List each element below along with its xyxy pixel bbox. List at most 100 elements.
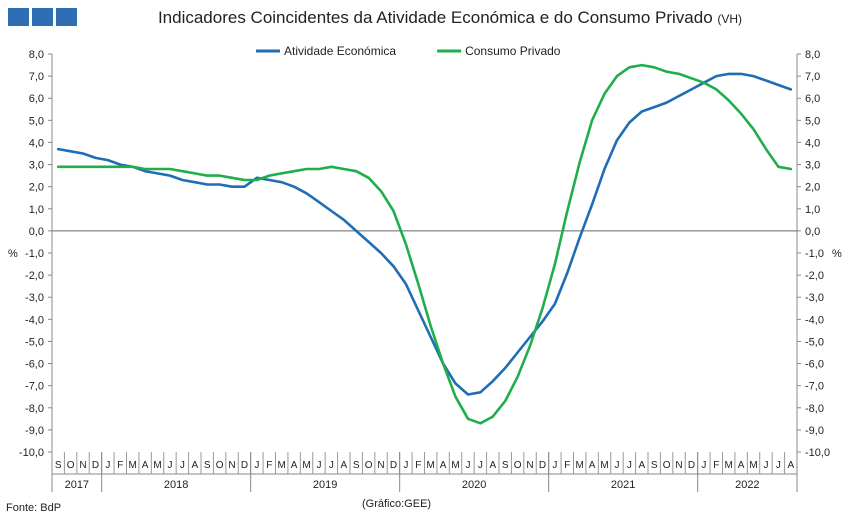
source-note: Fonte: BdP	[6, 502, 62, 514]
x-tick-label: A	[489, 460, 496, 471]
x-tick-label: O	[663, 460, 671, 471]
x-tick-label: A	[291, 460, 298, 471]
y-tick-label-right: -10,0	[805, 447, 830, 459]
x-tick-label: F	[713, 460, 719, 471]
y-tick-label-right: -7,0	[805, 381, 824, 393]
x-tick-label: J	[465, 460, 470, 471]
y-tick-label-right: 7,0	[805, 71, 820, 83]
x-tick-label: A	[191, 460, 198, 471]
x-tick-label: M	[302, 460, 310, 471]
y-tick-label-left: -4,0	[25, 314, 44, 326]
x-tick-label: A	[340, 460, 347, 471]
year-label: 2020	[462, 479, 486, 491]
x-tick-label: J	[478, 460, 483, 471]
x-tick-label: A	[589, 460, 596, 471]
y-tick-label-right: -9,0	[805, 425, 824, 437]
y-tick-label-right: 0,0	[805, 226, 820, 238]
y-tick-label-left: -5,0	[25, 336, 44, 348]
y-tick-label-left: 3,0	[29, 160, 44, 172]
x-tick-label: M	[576, 460, 584, 471]
x-tick-label: J	[105, 460, 110, 471]
y-tick-label-left: 8,0	[29, 49, 44, 61]
legend-label: Atividade Económica	[284, 44, 396, 58]
y-tick-label-left: -2,0	[25, 270, 44, 282]
y-tick-label-right: -4,0	[805, 314, 824, 326]
x-tick-label: S	[353, 460, 360, 471]
y-axis-label-left: %	[8, 248, 18, 260]
x-tick-label: J	[627, 460, 632, 471]
x-tick-label: A	[142, 460, 149, 471]
series-line	[56, 63, 793, 425]
graph-credit: (Gráfico:GEE)	[362, 498, 432, 510]
y-tick-label-right: -8,0	[805, 403, 824, 415]
y-tick-label-left: 5,0	[29, 115, 44, 127]
y-tick-label-left: -3,0	[25, 292, 44, 304]
x-tick-label: F	[415, 460, 421, 471]
x-tick-label: F	[266, 460, 272, 471]
x-tick-label: M	[278, 460, 286, 471]
y-tick-label-left: 7,0	[29, 71, 44, 83]
y-tick-label-right: -3,0	[805, 292, 824, 304]
chart-title: Indicadores Coincidentes da Atividade Ec…	[90, 8, 810, 28]
x-tick-label: A	[787, 460, 794, 471]
y-tick-label-left: -9,0	[25, 425, 44, 437]
y-tick-label-right: 2,0	[805, 182, 820, 194]
x-tick-label: J	[701, 460, 706, 471]
x-tick-label: M	[749, 460, 757, 471]
x-tick-label: M	[129, 460, 137, 471]
y-tick-label-right: 5,0	[805, 115, 820, 127]
y-tick-label-left: 1,0	[29, 204, 44, 216]
x-tick-label: N	[377, 460, 384, 471]
x-tick-label: M	[451, 460, 459, 471]
x-tick-label: J	[254, 460, 259, 471]
year-label: 2017	[65, 479, 89, 491]
x-tick-label: J	[167, 460, 172, 471]
x-tick-label: D	[688, 460, 695, 471]
brand-logo	[8, 8, 78, 28]
x-tick-label: A	[440, 460, 447, 471]
x-tick-label: O	[514, 460, 522, 471]
x-tick-label: M	[600, 460, 608, 471]
y-tick-label-left: 6,0	[29, 93, 44, 105]
y-tick-label-right: -1,0	[805, 248, 824, 260]
brand-block	[8, 8, 29, 26]
y-tick-label-right: 8,0	[805, 49, 820, 61]
chart-title-text: Indicadores Coincidentes da Atividade Ec…	[157, 8, 713, 27]
x-tick-label: S	[502, 460, 509, 471]
y-tick-label-left: -6,0	[25, 359, 44, 371]
x-tick-label: S	[204, 460, 211, 471]
x-tick-label: O	[67, 460, 75, 471]
x-tick-label: M	[725, 460, 733, 471]
x-tick-label: J	[552, 460, 557, 471]
y-tick-label-left: -1,0	[25, 248, 44, 260]
y-tick-label-left: -7,0	[25, 381, 44, 393]
y-tick-label-right: -6,0	[805, 359, 824, 371]
x-tick-label: O	[365, 460, 373, 471]
x-tick-label: J	[763, 460, 768, 471]
x-tick-label: J	[180, 460, 185, 471]
year-label: 2018	[164, 479, 188, 491]
year-label: 2022	[735, 479, 759, 491]
y-tick-label-right: 3,0	[805, 160, 820, 172]
x-tick-label: N	[79, 460, 86, 471]
y-tick-label-left: 2,0	[29, 182, 44, 194]
x-tick-label: N	[526, 460, 533, 471]
y-tick-label-left: -8,0	[25, 403, 44, 415]
x-tick-label: J	[329, 460, 334, 471]
y-tick-label-right: -5,0	[805, 336, 824, 348]
brand-block	[32, 8, 53, 26]
x-tick-label: D	[241, 460, 248, 471]
x-tick-label: D	[92, 460, 99, 471]
year-label: 2019	[313, 479, 337, 491]
y-tick-label-right: 6,0	[805, 93, 820, 105]
series-line	[56, 72, 793, 396]
year-label: 2021	[611, 479, 635, 491]
x-tick-label: A	[638, 460, 645, 471]
legend-label: Consumo Privado	[465, 44, 561, 58]
x-tick-label: J	[776, 460, 781, 471]
x-tick-label: J	[614, 460, 619, 471]
x-tick-label: S	[55, 460, 62, 471]
x-tick-label: F	[564, 460, 570, 471]
